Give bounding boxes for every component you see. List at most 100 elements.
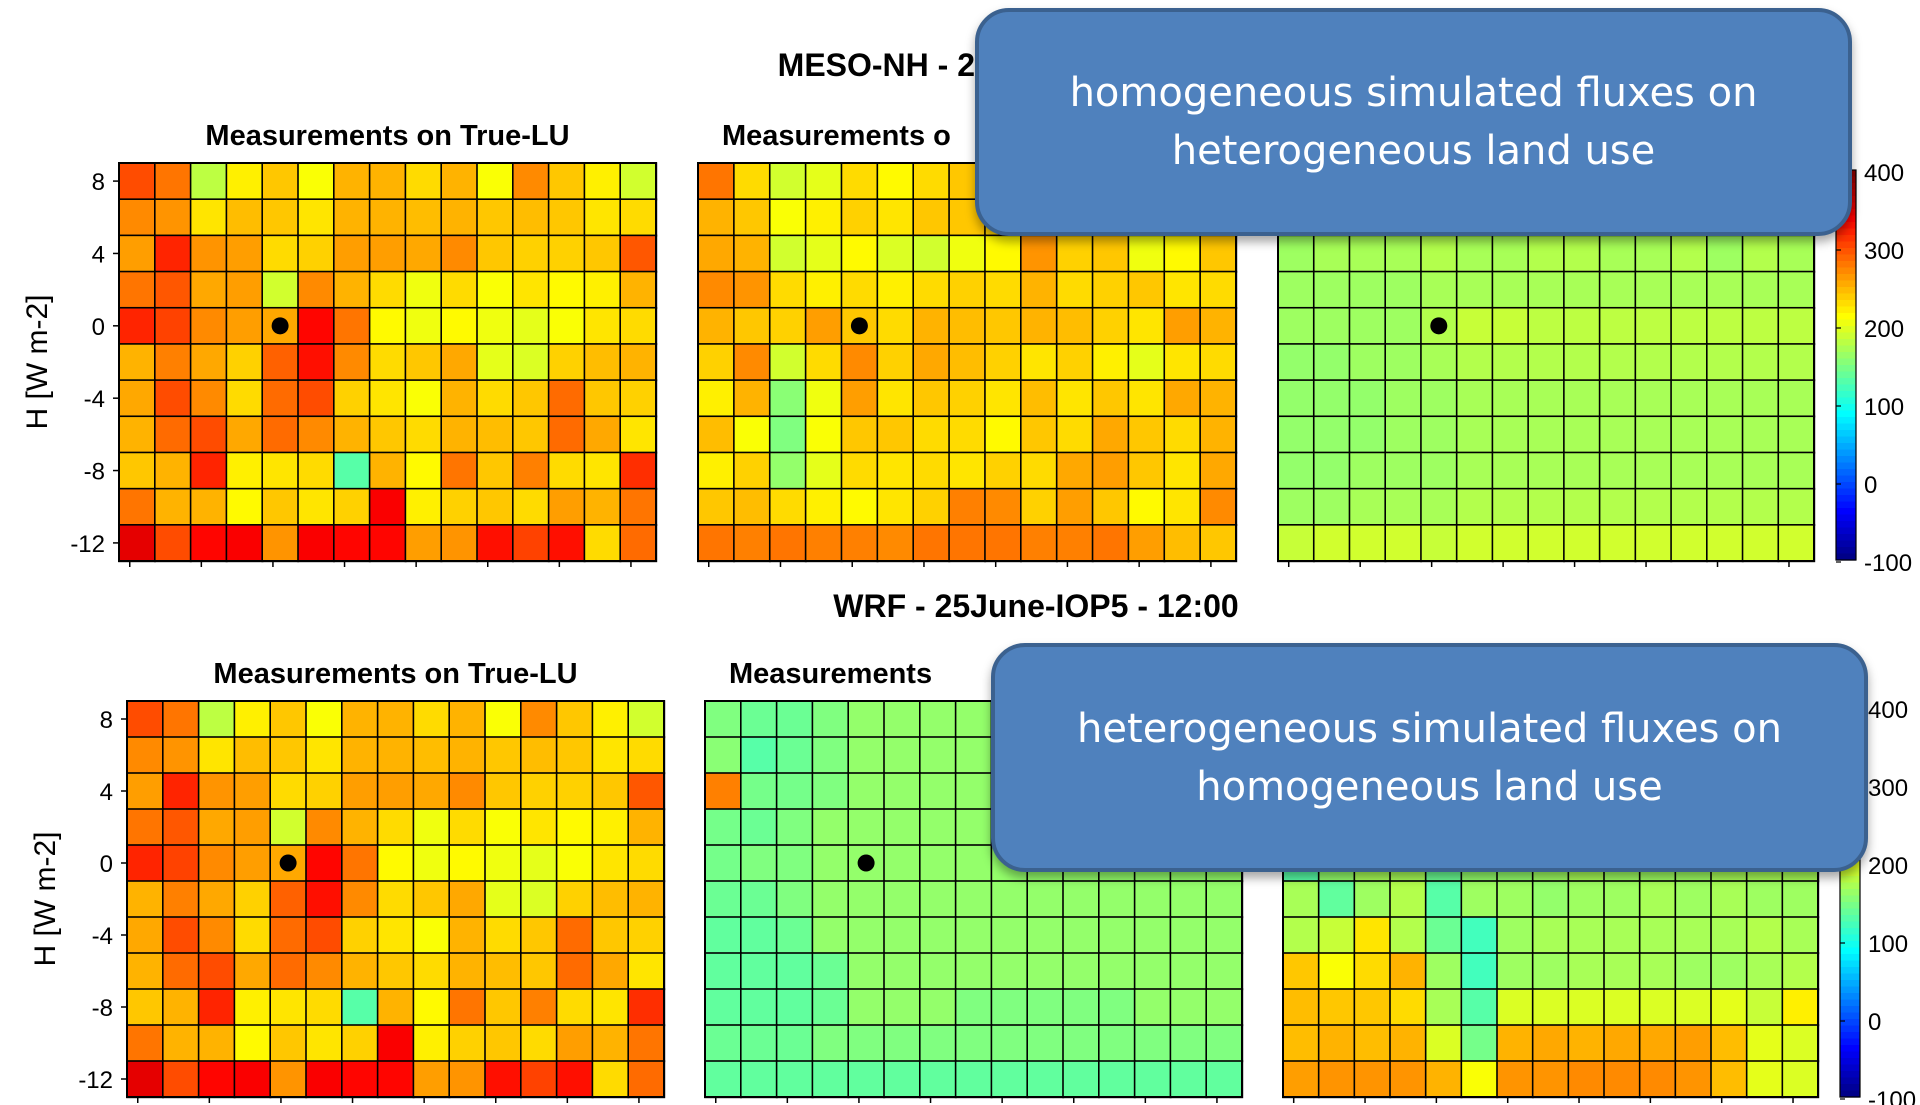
colorbar-segment: [1840, 1012, 1860, 1020]
heatmap-cell: [1282, 916, 1320, 955]
colorbar-segment: [1836, 475, 1856, 483]
heatmap-cell: [697, 306, 736, 346]
heatmap-cell: [511, 451, 550, 490]
heatmap-cell: [1496, 1024, 1534, 1063]
heatmap-cell: [1312, 524, 1351, 563]
heatmap-cell: [1062, 1024, 1101, 1063]
heatmap-cell: [476, 451, 515, 490]
heatmap-cell: [627, 700, 666, 739]
heatmap-cell: [1062, 916, 1101, 955]
heatmap-cell: [948, 306, 987, 346]
heatmap-cell: [126, 916, 165, 955]
heatmap-cell: [840, 343, 879, 382]
colorbar-segment: [1836, 378, 1856, 386]
heatmap-cell: [918, 952, 957, 991]
heatmap-cell: [1531, 1060, 1570, 1099]
heatmap-cell: [118, 198, 157, 237]
heatmap-cell: [368, 451, 407, 490]
heatmap-cell: [1563, 415, 1601, 454]
heatmap-cell: [1163, 306, 1202, 346]
heatmap-cell: [448, 700, 487, 739]
heatmap-cell: [1384, 487, 1423, 527]
heatmap-cell: [297, 234, 336, 273]
heatmap-cell: [912, 198, 951, 237]
colorbar-segment: [1836, 241, 1856, 249]
colorbar-segment: [1836, 352, 1856, 360]
heatmap-cell: [1199, 379, 1238, 418]
heatmap-cell: [297, 451, 336, 490]
heatmap-cell: [775, 808, 814, 847]
heatmap-cell: [1019, 487, 1058, 527]
colorbar-segment: [1840, 1077, 1860, 1085]
heatmap-cell: [811, 736, 850, 775]
heatmap-cell: [197, 736, 236, 775]
heatmap-cell: [332, 379, 371, 418]
heatmap-cell: [918, 1024, 957, 1063]
heatmap-cell: [1455, 524, 1494, 563]
heatmap-cell: [883, 808, 922, 847]
heatmap-cell: [368, 379, 407, 418]
colorbar-segment: [1836, 527, 1856, 535]
colorbar-segment: [1836, 274, 1856, 282]
heatmap-cell: [555, 988, 594, 1027]
heatmap-cell: [1496, 988, 1534, 1027]
heatmap-cell: [1460, 1024, 1499, 1063]
colorbar-segment: [1836, 326, 1856, 334]
heatmap-cell: [484, 700, 523, 739]
colorbar-segment: [1840, 1071, 1860, 1079]
heatmap-cell: [1455, 451, 1494, 490]
y-tick-label: -4: [92, 923, 113, 950]
heatmap-cell: [225, 379, 264, 418]
heatmap-cell: [1638, 880, 1677, 919]
heatmap-cell: [305, 1060, 344, 1099]
heatmap-cell: [225, 451, 264, 490]
heatmap-cell: [847, 808, 886, 847]
heatmap-cell: [1062, 988, 1101, 1027]
heatmap-cell: [1420, 379, 1458, 418]
colorbar-segment: [1836, 423, 1856, 431]
heatmap-cell: [476, 343, 515, 382]
heatmap-cell: [1127, 343, 1166, 382]
heatmap-cell: [627, 952, 666, 991]
colorbar-segment: [1836, 534, 1856, 542]
heatmap-cell: [1567, 1060, 1606, 1099]
heatmap-cell: [332, 451, 371, 490]
y-tick-label: -8: [84, 459, 105, 486]
colorbar-segment: [1840, 908, 1860, 916]
heatmap-cell: [126, 880, 165, 919]
heatmap-cell: [440, 162, 479, 201]
heatmap-cell: [619, 270, 658, 309]
heatmap-cell: [1348, 415, 1387, 454]
heatmap-cell: [555, 772, 594, 811]
heatmap-cell: [733, 234, 771, 273]
heatmap-cell: [954, 808, 993, 847]
heatmap-cell: [484, 1024, 523, 1063]
heatmap-cell: [1199, 415, 1238, 454]
heatmap-cell: [1317, 952, 1356, 991]
heatmap-cell: [261, 415, 300, 454]
heatmap-cell: [404, 524, 443, 563]
heatmap-cell: [739, 772, 778, 811]
heatmap-cell: [876, 451, 915, 490]
colorbar-tick-label: 100: [1868, 931, 1908, 958]
heatmap-cell: [1563, 234, 1601, 273]
heatmap-cell: [476, 270, 515, 309]
heatmap-cell: [591, 700, 630, 739]
heatmap-cell: [154, 162, 192, 201]
heatmap-cell: [297, 524, 336, 563]
heatmap-cell: [261, 162, 300, 201]
heatmap-cell: [704, 700, 743, 739]
heatmap-cell: [1205, 1060, 1244, 1099]
heatmap-cell: [1491, 451, 1530, 490]
heatmap-cell: [1527, 306, 1566, 346]
heatmap-cell: [775, 952, 814, 991]
heatmap-cell: [804, 306, 843, 346]
heatmap-cell: [1777, 524, 1816, 563]
heatmap-cell: [1670, 487, 1708, 527]
y-axis-label: H [W m-2]: [21, 295, 54, 430]
heatmap-cell: [1670, 270, 1708, 309]
heatmap-cell: [519, 952, 558, 991]
heatmap-cell: [440, 343, 479, 382]
heatmap-cell: [376, 700, 415, 739]
heatmap-cell: [154, 487, 192, 527]
